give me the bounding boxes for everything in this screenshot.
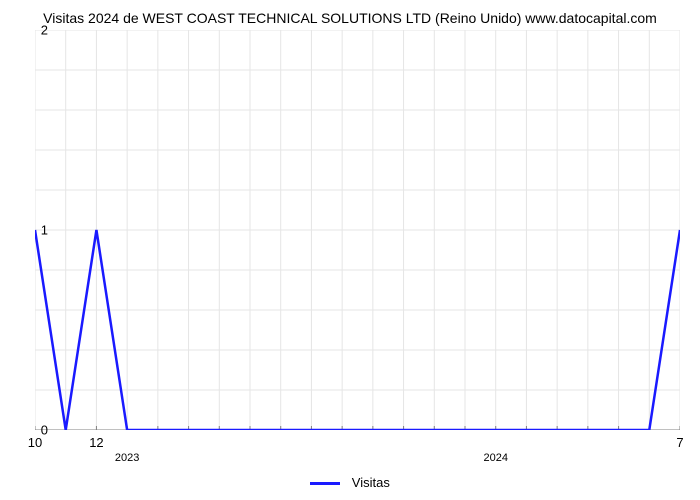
- chart-plot-area: [35, 30, 680, 430]
- y-axis-label: 2: [41, 23, 48, 38]
- x-axis-label: 12: [89, 435, 103, 450]
- legend: Visitas: [0, 475, 700, 490]
- chart-svg: [35, 30, 680, 430]
- x-axis-label: 10: [28, 435, 42, 450]
- y-axis-label: 1: [41, 223, 48, 238]
- x-axis-year-label: 2024: [483, 452, 507, 464]
- x-axis-year-label: 2023: [115, 452, 139, 464]
- legend-label: Visitas: [352, 475, 390, 490]
- x-axis-label: 7: [676, 435, 683, 450]
- chart-title: Visitas 2024 de WEST COAST TECHNICAL SOL…: [0, 10, 700, 26]
- legend-swatch: [310, 482, 340, 485]
